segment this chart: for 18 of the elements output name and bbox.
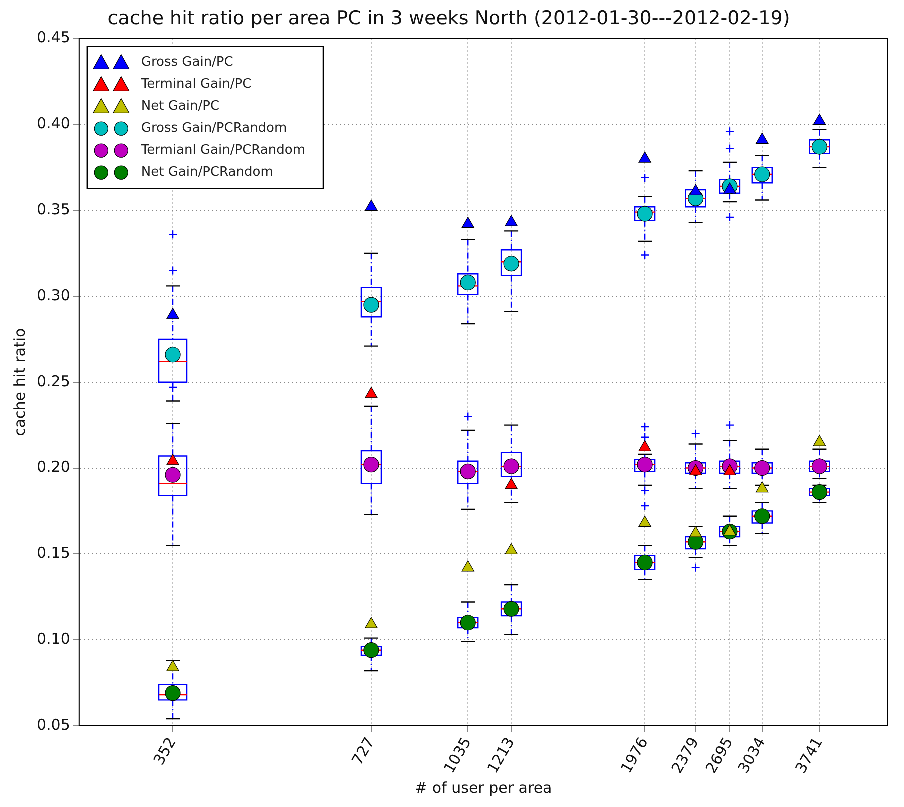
legend-label: Termianl Gain/PCRandom [140, 143, 306, 158]
y-tick-label: 0.30 [36, 286, 70, 304]
y-tick-label: 0.20 [36, 458, 70, 476]
y-tick-label: 0.40 [36, 114, 70, 133]
legend-label: Gross Gain/PC [141, 55, 234, 70]
legend-label: Net Gain/PCRandom [141, 165, 274, 180]
legend-label: Terminal Gain/PC [140, 77, 252, 92]
chart-title: cache hit ratio per area PC in 3 weeks North (2012-01-30---2012-02-19) [108, 7, 790, 30]
legend-label: Gross Gain/PCRandom [141, 121, 288, 136]
x-axis-title: # of user per area [415, 778, 552, 797]
y-tick-label: 0.05 [36, 716, 70, 734]
legend-label: Net Gain/PC [141, 99, 220, 114]
y-tick-label: 0.15 [36, 544, 70, 562]
y-axis-title: cache hit ratio [10, 328, 29, 436]
y-tick-label: 0.25 [36, 372, 70, 390]
y-tick-label: 0.10 [36, 630, 70, 648]
y-tick-label: 0.35 [36, 200, 70, 218]
y-tick-label: 0.45 [36, 28, 70, 47]
